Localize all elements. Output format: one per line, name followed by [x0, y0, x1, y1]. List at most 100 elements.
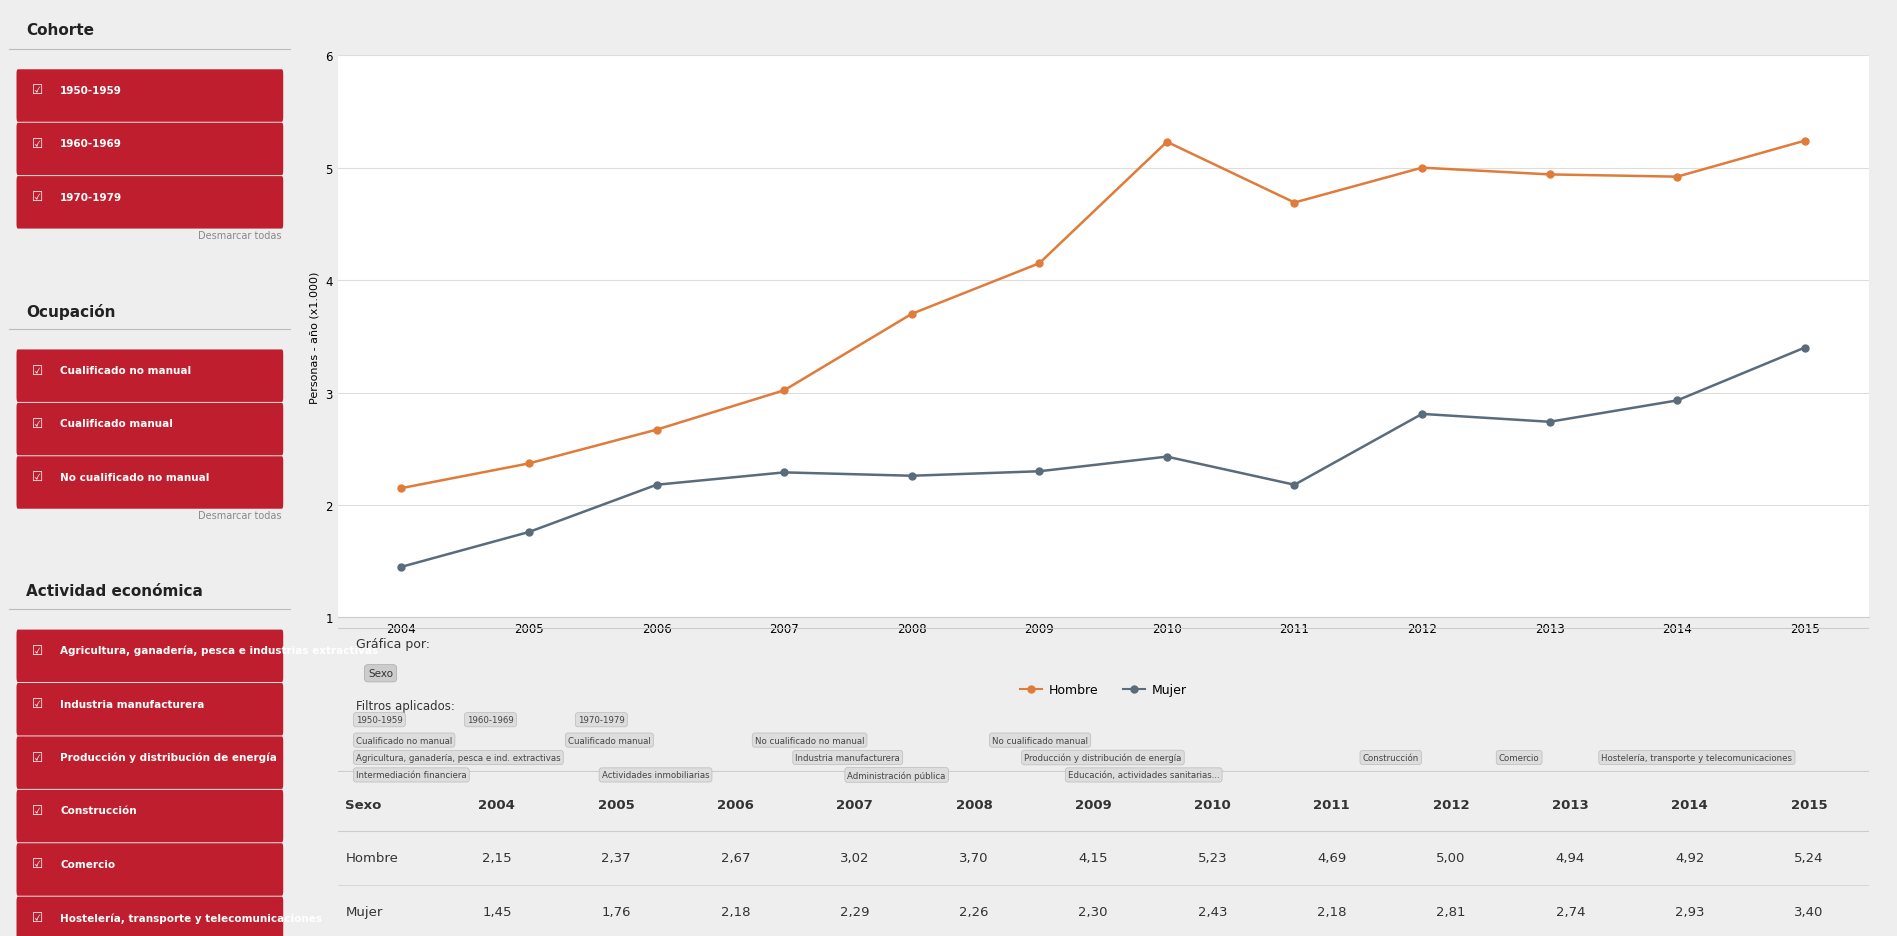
Text: 2006: 2006 [717, 798, 753, 812]
FancyBboxPatch shape [17, 177, 283, 229]
Text: 2,74: 2,74 [1556, 905, 1586, 917]
Text: 4,92: 4,92 [1675, 851, 1704, 864]
Text: 3,70: 3,70 [960, 851, 988, 864]
Text: 2,37: 2,37 [601, 851, 632, 864]
Text: 2015: 2015 [1791, 798, 1827, 812]
Text: Industria manufacturera: Industria manufacturera [795, 753, 901, 762]
Text: 2,18: 2,18 [721, 905, 749, 917]
Text: 3,40: 3,40 [1795, 905, 1823, 917]
Text: 2011: 2011 [1313, 798, 1351, 812]
Text: 2,26: 2,26 [960, 905, 988, 917]
Text: Hombre: Hombre [345, 851, 398, 864]
Text: Cualificado no manual: Cualificado no manual [357, 736, 451, 745]
Text: Producción y distribución de energía: Producción y distribución de energía [61, 752, 277, 763]
Text: Actividad económica: Actividad económica [27, 583, 203, 598]
Text: ☑: ☑ [32, 417, 44, 431]
Text: 2,30: 2,30 [1079, 905, 1108, 917]
FancyBboxPatch shape [17, 124, 283, 176]
Text: Construcción: Construcción [61, 806, 137, 815]
FancyBboxPatch shape [17, 630, 283, 682]
Text: 2,81: 2,81 [1436, 905, 1466, 917]
Text: Industria manufacturera: Industria manufacturera [61, 699, 205, 709]
Text: 1,76: 1,76 [601, 905, 632, 917]
Text: ☑: ☑ [32, 857, 44, 870]
Text: 2008: 2008 [956, 798, 992, 812]
Text: Agricultura, ganadería, pesca e ind. extractivas: Agricultura, ganadería, pesca e ind. ext… [357, 753, 562, 762]
Text: Producción y distribución de energía: Producción y distribución de energía [1024, 753, 1182, 763]
Text: ☑: ☑ [32, 471, 44, 484]
FancyBboxPatch shape [17, 350, 283, 402]
Text: No cualificado no manual: No cualificado no manual [61, 473, 209, 482]
Text: Sexo: Sexo [368, 668, 393, 679]
Text: 5,00: 5,00 [1436, 851, 1466, 864]
Text: 1970-1979: 1970-1979 [579, 715, 624, 724]
Text: ☑: ☑ [32, 751, 44, 764]
Text: Intermediación financiera: Intermediación financiera [357, 770, 467, 780]
Text: Comercio: Comercio [61, 859, 116, 869]
Text: 3,02: 3,02 [840, 851, 869, 864]
Text: ☑: ☑ [32, 911, 44, 924]
Text: Ocupación: Ocupación [27, 303, 116, 319]
Text: 2013: 2013 [1552, 798, 1588, 812]
Text: ☑: ☑ [32, 364, 44, 377]
Legend: Hombre, Mujer: Hombre, Mujer [1015, 679, 1191, 701]
Text: Educación, actividades sanitarias...: Educación, actividades sanitarias... [1068, 770, 1220, 780]
Text: ☑: ☑ [32, 138, 44, 151]
Text: ☑: ☑ [32, 191, 44, 204]
Text: 2,93: 2,93 [1675, 905, 1704, 917]
Text: Filtros aplicados:: Filtros aplicados: [357, 700, 455, 712]
Text: Cualificado manual: Cualificado manual [567, 736, 651, 745]
Text: 2014: 2014 [1671, 798, 1707, 812]
Text: Hostelería, transporte y telecomunicaciones: Hostelería, transporte y telecomunicacio… [61, 912, 322, 923]
Text: 2010: 2010 [1193, 798, 1231, 812]
FancyBboxPatch shape [17, 457, 283, 509]
Text: ☑: ☑ [32, 644, 44, 657]
Text: Desmarcar todas: Desmarcar todas [199, 230, 283, 241]
Text: 1960-1969: 1960-1969 [61, 139, 121, 149]
Text: Cohorte: Cohorte [27, 23, 95, 38]
Text: 2,29: 2,29 [840, 905, 869, 917]
Text: 5,24: 5,24 [1795, 851, 1823, 864]
FancyBboxPatch shape [17, 737, 283, 789]
Text: Sexo: Sexo [345, 798, 381, 812]
Text: Gráfica por:: Gráfica por: [357, 637, 431, 651]
Text: 4,15: 4,15 [1079, 851, 1108, 864]
FancyBboxPatch shape [17, 790, 283, 842]
FancyBboxPatch shape [17, 403, 283, 456]
Text: 4,69: 4,69 [1317, 851, 1347, 864]
Text: ☑: ☑ [32, 804, 44, 817]
Text: 1,45: 1,45 [482, 905, 512, 917]
FancyBboxPatch shape [17, 683, 283, 736]
Text: Mujer: Mujer [345, 905, 383, 917]
Text: 2,15: 2,15 [482, 851, 512, 864]
Text: 4,94: 4,94 [1556, 851, 1586, 864]
Text: 2009: 2009 [1076, 798, 1112, 812]
Text: Desmarcar todas: Desmarcar todas [199, 510, 283, 520]
Text: Administración pública: Administración pública [848, 770, 947, 780]
Text: Agricultura, ganadería, pesca e industrias extractivas: Agricultura, ganadería, pesca e industri… [61, 645, 378, 656]
Text: 2007: 2007 [837, 798, 873, 812]
Text: Hostelería, transporte y telecomunicaciones: Hostelería, transporte y telecomunicacio… [1601, 753, 1793, 762]
Text: ☑: ☑ [32, 697, 44, 710]
Text: 2012: 2012 [1432, 798, 1470, 812]
Text: Cualificado manual: Cualificado manual [61, 419, 173, 429]
Text: Construcción: Construcción [1362, 753, 1419, 762]
Text: 2004: 2004 [478, 798, 516, 812]
Y-axis label: Personas - año (x1.000): Personas - año (x1.000) [309, 271, 321, 403]
Text: 2,43: 2,43 [1197, 905, 1227, 917]
FancyBboxPatch shape [17, 843, 283, 896]
Text: 2005: 2005 [598, 798, 634, 812]
Text: 5,23: 5,23 [1197, 851, 1227, 864]
Text: 1950-1959: 1950-1959 [357, 715, 402, 724]
FancyBboxPatch shape [17, 897, 283, 936]
Text: 1960-1969: 1960-1969 [467, 715, 514, 724]
Text: Comercio: Comercio [1499, 753, 1540, 762]
Text: No cualificado no manual: No cualificado no manual [755, 736, 865, 745]
Text: 2,67: 2,67 [721, 851, 749, 864]
Text: 2,18: 2,18 [1317, 905, 1347, 917]
Text: No cualificado manual: No cualificado manual [992, 736, 1089, 745]
Text: 1950-1959: 1950-1959 [61, 86, 121, 95]
Text: Cualificado no manual: Cualificado no manual [61, 366, 192, 375]
Text: Actividades inmobiliarias: Actividades inmobiliarias [601, 770, 709, 780]
FancyBboxPatch shape [17, 70, 283, 123]
